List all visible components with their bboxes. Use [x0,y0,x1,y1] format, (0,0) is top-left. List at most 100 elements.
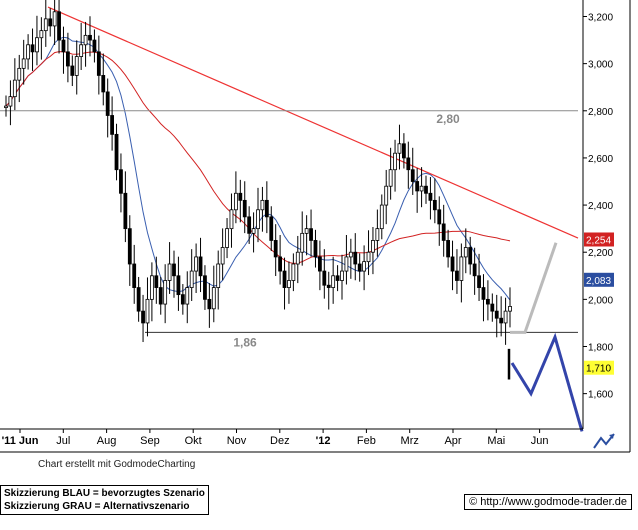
candle-body [397,143,402,154]
candle-body [216,263,221,288]
candle-body [419,185,424,192]
candle-body [432,199,437,211]
x-tick-label: Nov [227,435,247,447]
y-tick-label: 3,000 [588,60,613,71]
chart-credit: Chart erstellt mit GodmodeCharting [38,459,196,470]
candle-body [455,270,459,281]
candle-body [309,228,313,241]
candle-body [198,256,203,277]
candle-body [322,270,327,286]
candle-body [211,287,216,310]
candle-body [172,263,176,277]
candle-body [229,209,234,230]
candle-body [331,275,336,288]
candle-body [114,133,119,171]
legend-grey-scenario: Skizzierung GRAU = Alternativszenario [4,501,190,512]
candle-body [70,65,75,76]
candle-body [96,51,101,76]
candle-body [304,228,309,234]
candle-body [472,263,477,277]
x-tick-label: Jun [531,435,549,447]
grey-scenario-path [510,242,558,334]
candle-body [163,280,168,305]
candle-body [110,115,115,135]
candle-body [88,34,92,41]
sma-blue-value-label: 2,083 [586,276,611,287]
x-tick-label: Mrz [401,435,419,447]
candle-body [105,91,110,116]
candle-body [450,256,455,272]
candle-body [185,287,190,305]
candle-body [79,44,84,57]
candle-body [264,199,269,218]
candle-body [176,275,181,296]
candle-body [490,303,495,312]
candle-body [468,247,473,265]
candle-body [256,209,260,230]
candle-body [340,270,344,281]
candle-body [61,39,66,53]
copyright-link[interactable]: © http://www.godmode-trader.de [464,494,632,510]
scenario-legend: Skizzierung BLAU = bevorzugtes Szenario … [0,485,209,515]
sma-red-value-label: 2,254 [586,235,611,246]
x-tick-label: Sep [140,435,160,447]
candle-body [12,79,17,98]
y-tick-label: 2,800 [588,107,613,118]
candle-body [57,11,61,41]
candle-body [499,317,504,324]
x-tick-label: '12 [316,435,331,447]
candle-body [127,228,132,265]
level-label-186: 1,86 [233,335,257,349]
x-tick-label: Aug [97,435,117,447]
x-tick-label: '11 Jun [2,435,39,447]
level-label-280: 2,80 [436,112,460,126]
candle-body [459,256,464,281]
sma-blue-value-label-bg [584,272,614,287]
candle-body [357,263,362,272]
price-value-label: 1,710 [586,364,611,375]
candle-body [101,75,106,93]
candle-body [428,192,433,201]
candle-body [207,298,212,310]
candle-body [189,270,194,288]
candle-body [424,185,428,194]
candle-body [384,185,389,206]
candle-body [158,287,163,305]
candle-body [282,270,287,288]
candle-body [132,263,137,288]
candle-body [35,37,39,53]
candle-body [291,263,296,281]
candle-body [379,204,384,230]
candle-body [225,228,229,248]
candle-body [247,216,252,234]
candle-body [441,223,446,241]
candle-body [74,56,79,76]
candle-body [485,298,490,305]
candle-body [393,152,397,171]
y-tick-label: 2,600 [588,154,613,165]
y-tick-label: 1,800 [588,343,613,354]
y-tick-label: 3,200 [588,13,613,24]
sma-red-value-label-bg [584,232,614,247]
candle-body [410,169,415,182]
candle-body [119,169,123,194]
y-tick-label: 2,400 [588,201,613,212]
candle-body [313,240,318,258]
candle-body [220,247,225,265]
candle-body [335,275,340,281]
candle-body [348,251,353,258]
y-tick-label: 2,000 [588,295,613,306]
candle-body [481,287,486,300]
resistance-trendline [47,6,579,239]
candle-body [406,157,411,171]
candle-body [145,298,150,324]
candle-body [30,44,35,53]
plot-background [0,0,583,429]
candle-body [194,256,199,272]
candle-body [508,306,512,312]
candle-body [503,310,508,324]
candle-body [317,256,322,272]
candle-body [242,199,247,218]
candle-body [4,105,8,108]
candle-body [388,169,393,187]
